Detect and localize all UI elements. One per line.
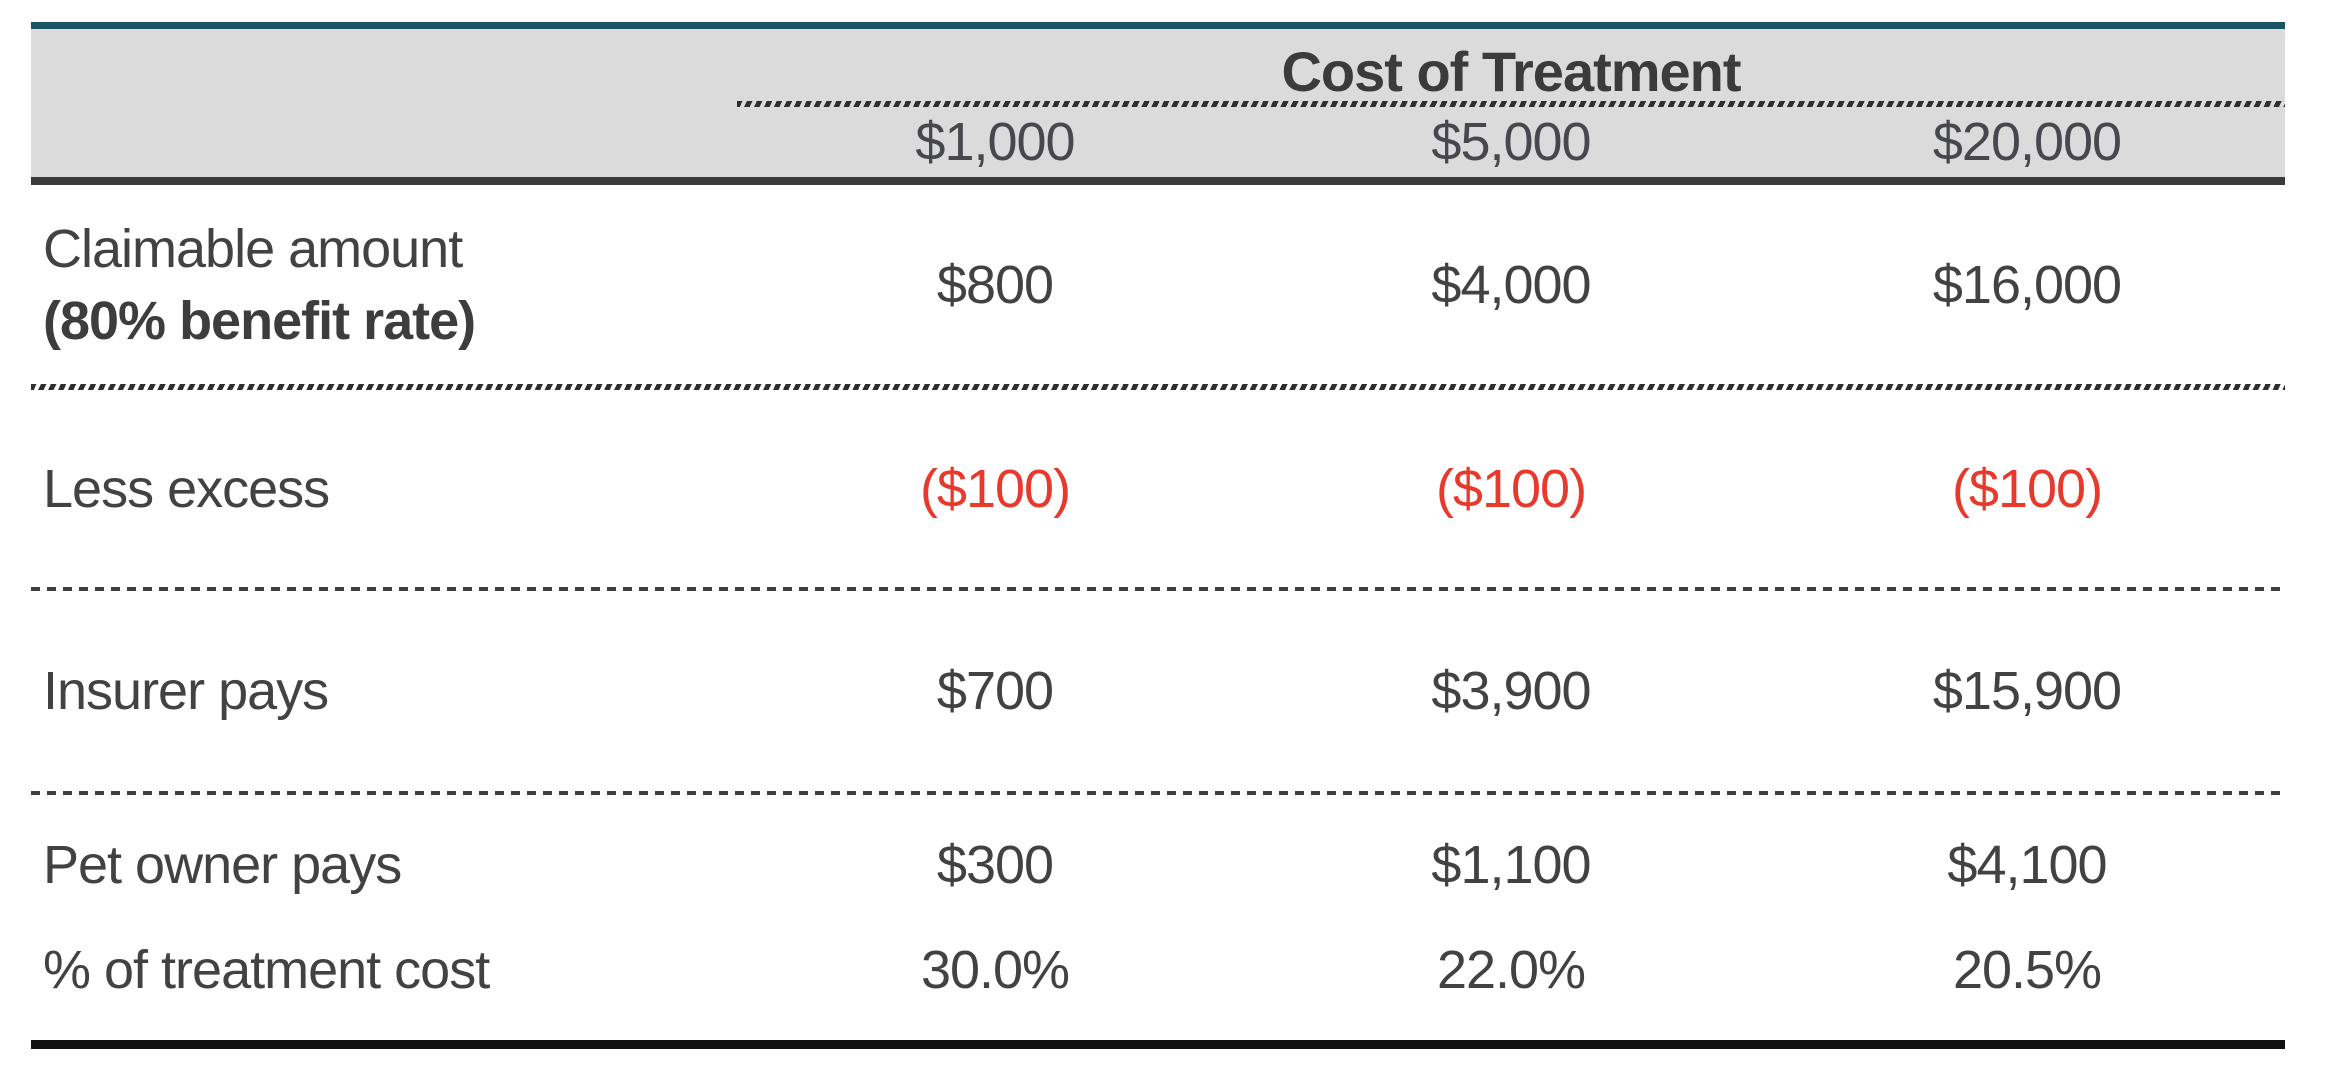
column-header-2: $5,000 [1431, 112, 1591, 172]
cell-insurer-5000: $3,900 [1431, 661, 1591, 721]
cell-claimable-20000: $16,000 [1932, 254, 2122, 315]
cell-owner-1000: $300 [936, 834, 1054, 895]
row-label-line1: Claimable amount [43, 218, 463, 279]
table-bottom-border [31, 1040, 2285, 1049]
cell-owner-5000: $1,100 [1431, 834, 1591, 895]
table-row-percent-of-cost: % of treatment cost 30.0% 22.0% 20.5% [31, 934, 2285, 1006]
row-label: % of treatment cost [43, 940, 490, 1001]
cell-excess-20000: ($100) [1951, 458, 2103, 519]
cell-excess-5000: ($100) [1435, 458, 1587, 519]
cell-insurer-20000: $15,900 [1932, 661, 2122, 721]
row-separator-dotted [31, 587, 2285, 591]
row-label: Insurer pays [43, 661, 329, 721]
row-label: Pet owner pays [43, 834, 402, 895]
top-accent-bar [31, 22, 2285, 29]
row-separator-dashed [31, 384, 2285, 390]
cell-excess-1000: ($100) [919, 458, 1071, 519]
row-label: Claimable amount (80% benefit rate) [31, 213, 737, 357]
table-row-claimable-amount: Claimable amount (80% benefit rate) $800… [31, 185, 2285, 384]
header-bottom-divider [31, 177, 2285, 185]
row-label-line2: (80% benefit rate) [43, 290, 476, 351]
cell-percent-20000: 20.5% [1952, 940, 2102, 1001]
column-header-3: $20,000 [1932, 112, 2122, 172]
cell-claimable-1000: $800 [936, 254, 1054, 315]
cell-insurer-1000: $700 [936, 661, 1054, 721]
row-separator-dotted [31, 791, 2285, 795]
cell-claimable-5000: $4,000 [1431, 254, 1591, 315]
table-row-pet-owner-pays: Pet owner pays $300 $1,100 $4,100 [31, 829, 2285, 901]
column-header-1: $1,000 [915, 112, 1075, 172]
cost-of-treatment-table: Cost of Treatment $1,000 $5,000 $20,000 … [31, 22, 2285, 1049]
title-underline-dashed [737, 101, 2285, 107]
cell-percent-1000: 30.0% [920, 940, 1070, 1001]
table-rowgroup-pet-owner: Pet owner pays $300 $1,100 $4,100 % of t… [31, 795, 2285, 1040]
cell-owner-20000: $4,100 [1947, 834, 2107, 895]
cell-percent-5000: 22.0% [1436, 940, 1586, 1001]
table-header: Cost of Treatment $1,000 $5,000 $20,000 [31, 29, 2285, 177]
table-row-insurer-pays: Insurer pays $700 $3,900 $15,900 [31, 591, 2285, 791]
table-title: Cost of Treatment [1281, 40, 1741, 103]
row-label: Less excess [43, 458, 330, 519]
table-row-less-excess: Less excess ($100) ($100) ($100) [31, 390, 2285, 587]
